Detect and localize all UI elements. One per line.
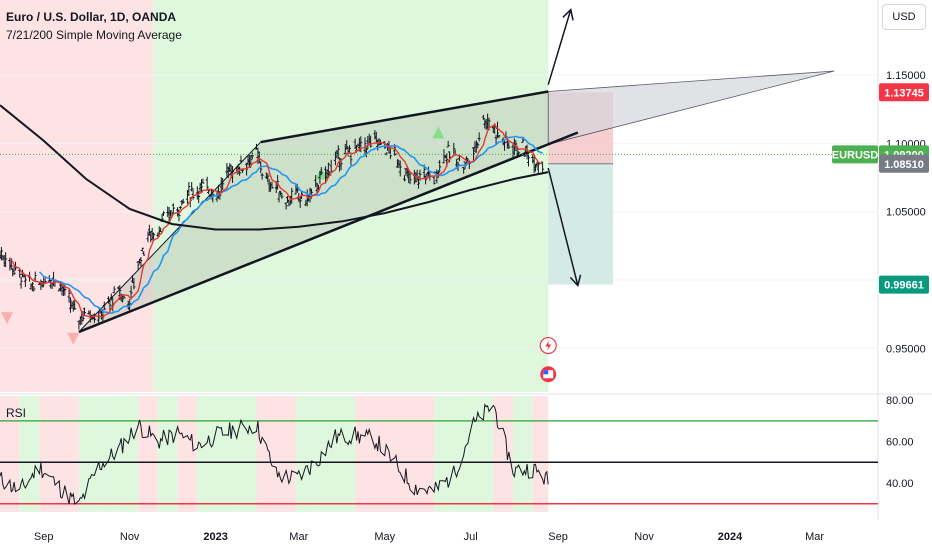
- time-tick-label: Nov: [634, 531, 654, 543]
- rsi-zone: [256, 396, 277, 512]
- axes-layer: 1.150001.100001.050001.000000.9500080.00…: [34, 70, 926, 543]
- wedge-lower-line: [78, 131, 579, 334]
- rsi-zone: [157, 396, 178, 512]
- target-price-text: 0.99661: [884, 280, 924, 292]
- rsi-tick-label: 40.00: [886, 478, 914, 490]
- rsi-zone: [138, 396, 158, 512]
- time-tick-label: Sep: [34, 531, 54, 543]
- rsi-zone: [414, 396, 435, 512]
- sma-21-line: [38, 135, 543, 315]
- sell-signal-icon: [67, 332, 80, 345]
- bearish-arrow-head: [569, 274, 582, 287]
- price-tick-label: 1.15000: [886, 70, 926, 82]
- bearish-arrow: [547, 167, 579, 286]
- rsi-lines: [0, 403, 878, 506]
- time-tick-label: 2023: [203, 531, 227, 543]
- rsi-zone: [59, 396, 79, 512]
- time-tick-label: Mar: [805, 531, 824, 543]
- rsi-zone: [512, 396, 533, 512]
- rsi-line: [0, 403, 549, 506]
- rsi-zone: [532, 396, 549, 512]
- time-tick-label: Mar: [289, 531, 308, 543]
- rsi-zone: [19, 396, 40, 512]
- time-tick-label: Nov: [120, 531, 140, 543]
- time-tick-label: May: [374, 531, 395, 543]
- rsi-zone: [355, 396, 375, 512]
- indicator-legend: 7/21/200 Simple Moving Average: [6, 28, 182, 42]
- take-profit-zone: [548, 163, 614, 285]
- rsi-zone: [0, 396, 20, 512]
- sell-signal-icon: [1, 312, 14, 325]
- rsi-zone: [217, 396, 237, 512]
- stop-price-badge: [879, 83, 929, 102]
- rsi-zone: [236, 396, 257, 512]
- lightning-glyph: [545, 340, 552, 351]
- rsi-zone: [473, 396, 494, 512]
- currency-button[interactable]: USD: [882, 4, 926, 30]
- rsi-zone: [78, 396, 99, 512]
- rsi-zone: [276, 396, 296, 512]
- rsi-zone: [493, 396, 513, 512]
- time-tick-label: 2024: [718, 531, 743, 543]
- wedge-upper-line: [260, 90, 549, 144]
- bear-zone: [0, 0, 154, 392]
- stop-price-text: 1.13745: [884, 87, 924, 99]
- rsi-background-layer: [0, 396, 549, 512]
- rsi-zone: [295, 396, 316, 512]
- wedge-fill: [78, 91, 549, 332]
- rsi-tick-label: 60.00: [886, 437, 914, 449]
- price-tick-label: 0.95000: [886, 343, 926, 355]
- moving-averages: [0, 104, 549, 319]
- drawings-layer: [1, 8, 835, 383]
- rsi-zone: [118, 396, 139, 512]
- wedge-projection: [547, 70, 835, 145]
- bullish-arrow-head: [562, 8, 574, 21]
- flag-canton: [543, 370, 549, 375]
- wedge-left-edge: [78, 141, 262, 333]
- rsi-zone: [394, 396, 415, 512]
- rsi-zone: [39, 396, 60, 512]
- rsi-zone: [335, 396, 356, 512]
- entry-price-text: 1.08510: [884, 159, 924, 171]
- rsi-legend: RSI: [6, 406, 27, 420]
- chart-title: Euro / U.S. Dollar, 1D, OANDA: [6, 10, 177, 24]
- rsi-zone: [177, 396, 198, 512]
- time-tick-label: Sep: [548, 531, 568, 543]
- sma-200-line: [0, 104, 549, 231]
- grid-layer: [0, 0, 932, 520]
- sma-7-line: [10, 122, 543, 319]
- symbol-badge-text: EURUSD: [832, 149, 879, 161]
- rsi-zone: [197, 396, 218, 512]
- background-layer: [0, 0, 549, 392]
- target-price-badge: [879, 275, 929, 294]
- rsi-zone: [434, 396, 454, 512]
- rsi-zone: [98, 396, 119, 512]
- symbol-badge: [832, 145, 878, 164]
- rsi-tick-label: 80.00: [886, 395, 914, 407]
- entry-price-badge: [879, 154, 929, 173]
- buy-signal-icon: [432, 126, 445, 139]
- price-tick-label: 1.05000: [886, 207, 926, 219]
- time-tick-label: Jul: [464, 531, 478, 543]
- bullish-arrow: [547, 9, 572, 85]
